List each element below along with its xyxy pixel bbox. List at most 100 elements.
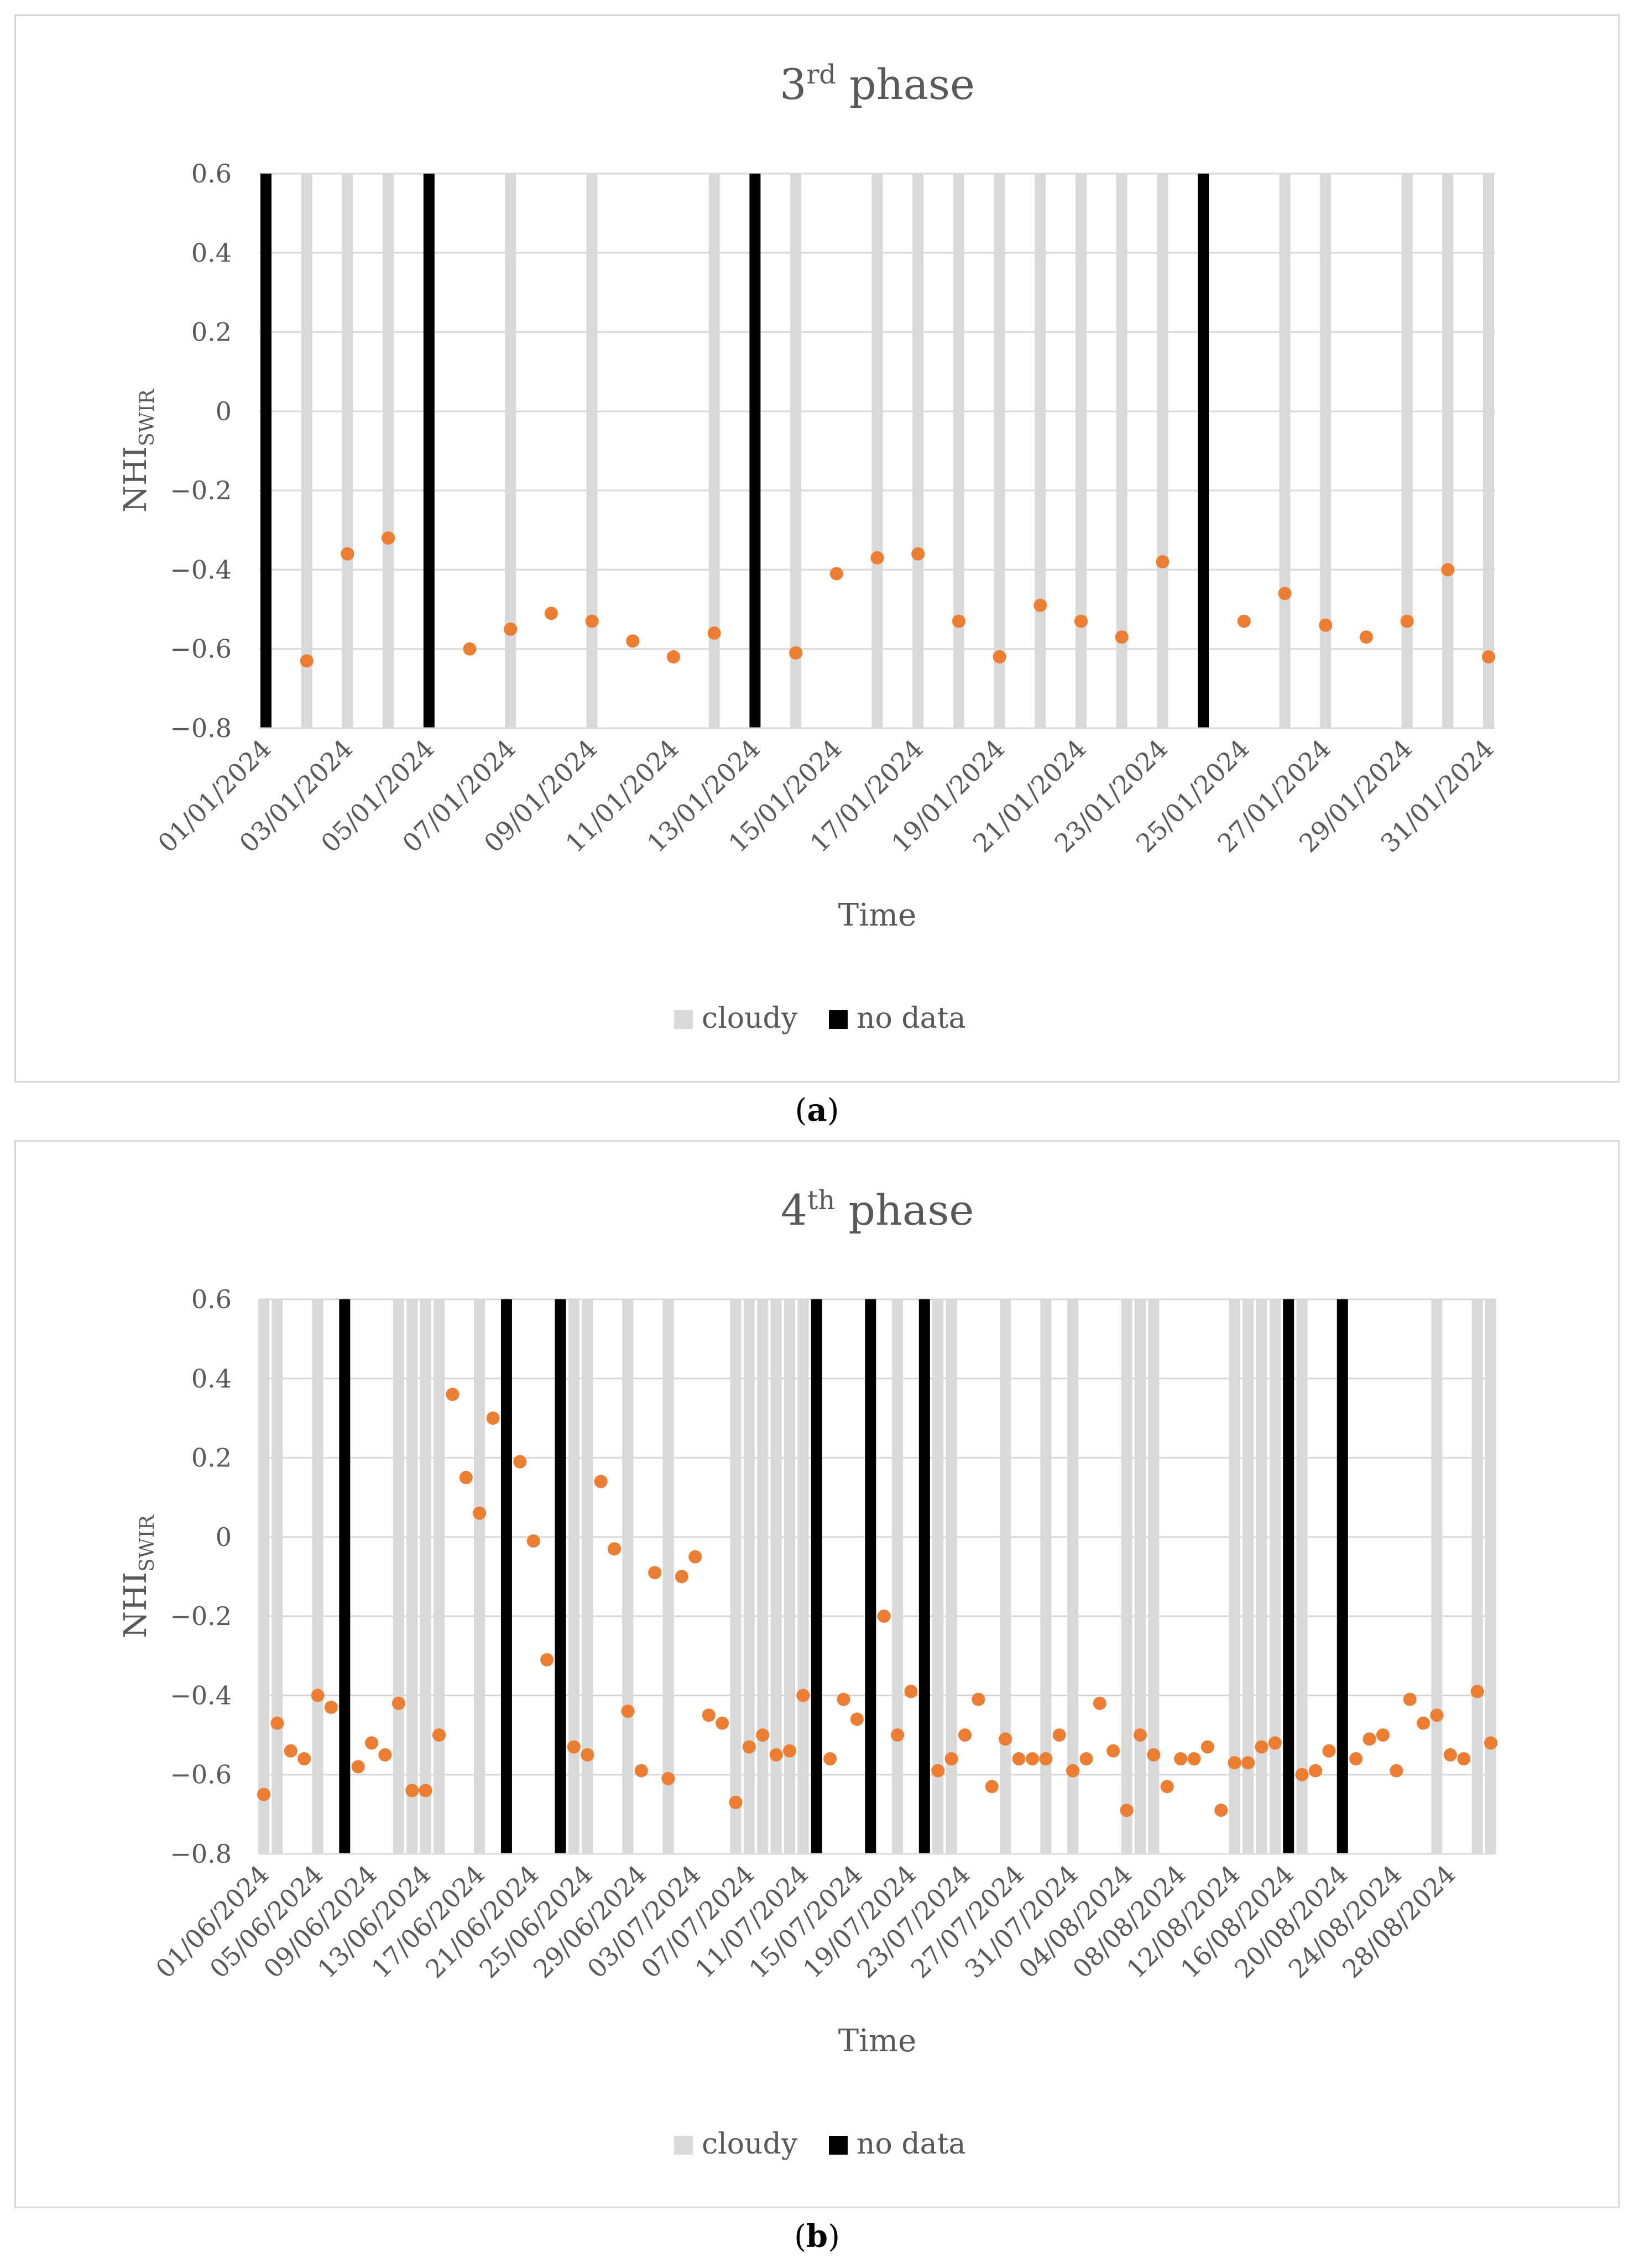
y-tick-label: −0.8 — [170, 1839, 232, 1869]
data-point — [675, 1570, 688, 1584]
data-point — [1156, 555, 1170, 569]
data-point — [526, 1534, 540, 1548]
chart-a-svg: 3rd phase0.60.40.20−0.2−0.4−0.6−0.801/01… — [118, 59, 1500, 1035]
data-point — [1359, 630, 1373, 644]
cloudy-bar — [258, 1299, 269, 1854]
y-axis-label: NHISWIR — [118, 1514, 159, 1638]
data-point — [581, 1748, 594, 1762]
cloudy-bar — [1229, 1299, 1240, 1854]
x-axis-label: Time — [838, 897, 917, 933]
data-point — [1039, 1752, 1053, 1766]
data-point — [621, 1705, 635, 1718]
data-point — [904, 1685, 918, 1699]
data-point — [459, 1471, 473, 1485]
cloudy-bar — [953, 174, 964, 728]
data-point — [931, 1764, 945, 1778]
cloudy-bar — [1067, 1299, 1079, 1854]
data-point — [952, 614, 965, 628]
data-point — [891, 1728, 905, 1742]
cloudy-bar — [1157, 174, 1168, 728]
data-point — [1441, 563, 1455, 577]
legend-label-no-data: no data — [857, 1002, 966, 1035]
legend-label-cloudy: cloudy — [702, 1002, 798, 1035]
data-point — [1120, 1804, 1134, 1817]
no-data-bar — [1337, 1299, 1348, 1854]
data-point — [1187, 1752, 1201, 1766]
data-point — [1400, 614, 1414, 628]
data-point — [769, 1748, 783, 1762]
data-point — [1376, 1728, 1390, 1742]
legend-label-cloudy: cloudy — [702, 2128, 798, 2161]
cloudy-bar — [434, 1299, 445, 1854]
cloudy-bar — [342, 174, 353, 728]
data-point — [1417, 1716, 1431, 1730]
cloudy-bar — [1431, 1299, 1443, 1854]
data-point — [351, 1760, 365, 1774]
data-point — [667, 650, 680, 664]
data-point — [993, 650, 1006, 664]
data-point — [707, 626, 721, 640]
no-data-bar — [1283, 1299, 1294, 1854]
cloudy-bar — [1442, 174, 1454, 728]
data-point — [1052, 1728, 1066, 1742]
data-point — [985, 1780, 999, 1794]
data-point — [1241, 1756, 1255, 1770]
cloudy-bar — [582, 1299, 593, 1854]
no-data-bar — [555, 1299, 566, 1854]
data-point — [1106, 1744, 1120, 1758]
x-axis-label: Time — [838, 2023, 917, 2059]
cloudy-bar — [1035, 174, 1046, 728]
data-point — [1147, 1748, 1161, 1762]
data-point — [1214, 1804, 1228, 1817]
cloudy-bar — [383, 174, 394, 728]
no-data-bar — [918, 1299, 930, 1854]
data-point — [311, 1689, 325, 1702]
cloudy-bar — [1076, 174, 1087, 728]
no-data-bar — [339, 1299, 351, 1854]
y-tick-label: −0.4 — [170, 555, 232, 584]
chart-title-rest: phase — [836, 60, 975, 109]
data-point — [1255, 1740, 1268, 1754]
no-data-bar — [811, 1299, 822, 1854]
data-point — [270, 1716, 284, 1730]
y-axis-label-sub: SWIR — [136, 1514, 159, 1572]
data-point — [1362, 1732, 1376, 1746]
data-point — [608, 1542, 621, 1556]
data-point — [324, 1700, 338, 1714]
cloudy-bar — [1401, 174, 1413, 728]
legend-label-no-data: no data — [857, 2128, 966, 2161]
y-tick-label: 0.6 — [191, 1284, 232, 1314]
cloudy-bar — [1279, 174, 1291, 728]
data-point — [850, 1712, 864, 1726]
chart-title: 4th phase — [781, 1185, 974, 1235]
caption-b-letter: b — [806, 2218, 828, 2255]
data-point — [1025, 1752, 1039, 1766]
data-point — [1457, 1752, 1471, 1766]
data-point — [1074, 614, 1088, 628]
data-point — [300, 654, 314, 668]
no-data-bar — [260, 174, 272, 728]
cloudy-bar — [505, 174, 516, 728]
data-point — [341, 547, 354, 561]
no-data-bar — [865, 1299, 876, 1854]
data-point — [1174, 1752, 1188, 1766]
data-point — [1033, 598, 1047, 612]
data-point — [1390, 1764, 1403, 1778]
data-point — [391, 1696, 405, 1710]
cloudy-bar — [474, 1299, 485, 1854]
data-point — [756, 1728, 770, 1742]
cloudy-bar — [730, 1299, 742, 1854]
data-point — [829, 567, 843, 581]
data-point — [944, 1752, 958, 1766]
chart-b-svg: 4th phase0.60.40.20−0.2−0.4−0.6−0.801/06… — [118, 1185, 1497, 2161]
cloudy-bar — [1296, 1299, 1308, 1854]
cloudy-bar — [1040, 1299, 1052, 1854]
cloudy-bar — [1471, 1299, 1483, 1854]
cloudy-bar — [1135, 1299, 1146, 1854]
chart-panel-b: 4th phase 0.6 0.4 0.2 0 −0.2 −0.4 −0.6 −0.8 01/06… — [14, 1140, 1620, 2208]
data-point — [1309, 1764, 1322, 1778]
data-point — [504, 622, 518, 636]
cloudy-bar — [946, 1299, 957, 1854]
cloudy-bar — [1121, 1299, 1132, 1854]
caption-a: (a) — [795, 1092, 839, 1128]
